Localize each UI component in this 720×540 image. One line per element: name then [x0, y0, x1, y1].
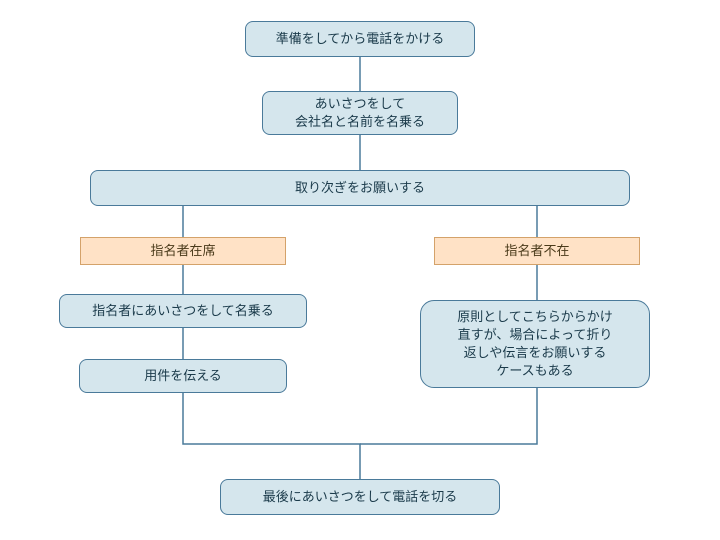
edge: [183, 393, 360, 479]
flow-node-n8: 原則としてこちらからかけ 直すが、場合によって折り 返しや伝言をお願いする ケー…: [420, 300, 650, 388]
flow-node-n6: 指名者にあいさつをして名乗る: [59, 294, 307, 328]
flow-node-n9: 最後にあいさつをして電話を切る: [220, 479, 500, 515]
edge: [360, 388, 537, 444]
flowchart-edges: [0, 0, 720, 540]
flow-node-n2: あいさつをして 会社名と名前を名乗る: [262, 91, 458, 135]
flow-node-n3: 取り次ぎをお願いする: [90, 170, 630, 206]
flow-node-n7: 用件を伝える: [79, 359, 287, 393]
flow-node-n1: 準備をしてから電話をかける: [245, 21, 475, 57]
flow-node-n4: 指名者在席: [80, 237, 286, 265]
flow-node-n5: 指名者不在: [434, 237, 640, 265]
